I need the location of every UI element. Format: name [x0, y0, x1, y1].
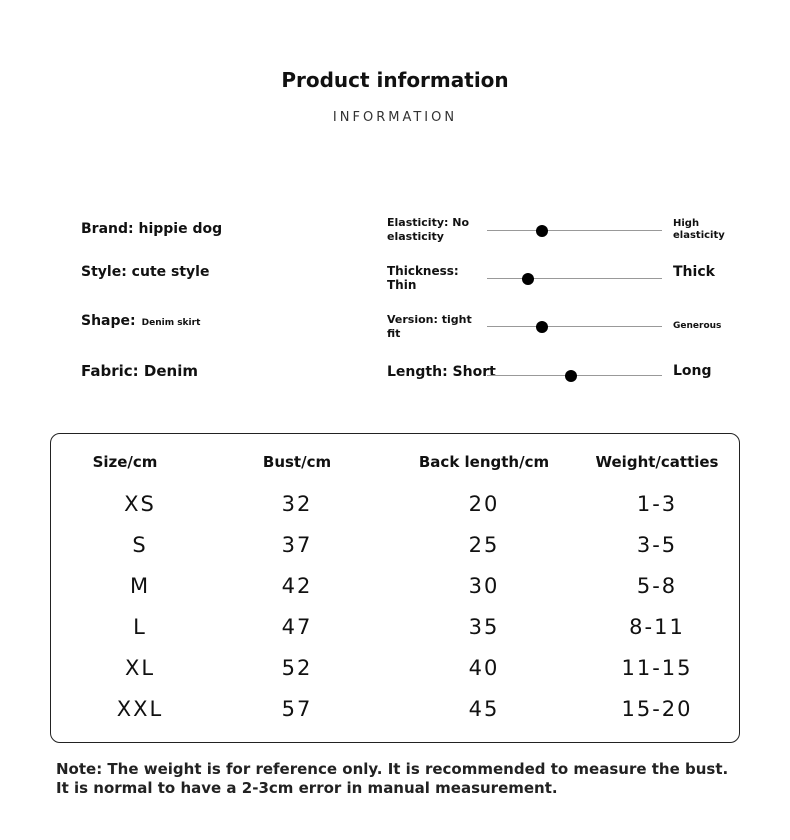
scale-right: High elasticity: [673, 218, 725, 241]
table-cell: 52: [281, 656, 313, 680]
table-cell: 8-11: [629, 615, 685, 639]
scale-left: Length: Short: [387, 364, 496, 380]
scale-track: [487, 278, 662, 279]
attribute: Brand: hippie dog: [81, 221, 222, 237]
table-cell: 25: [468, 533, 500, 557]
table-header: Weight/catties: [595, 453, 719, 471]
title: Product information: [281, 68, 509, 92]
scale-right: Long: [673, 363, 712, 379]
table-cell: M: [129, 574, 151, 598]
attribute: Shape: Denim skirt: [81, 313, 200, 329]
table-cell: 3-5: [636, 533, 678, 557]
scale-dot: [536, 225, 548, 237]
table-cell: 30: [468, 574, 500, 598]
table-cell: XL: [124, 656, 156, 680]
attr-label: Shape:: [81, 313, 136, 329]
table-cell: 15-20: [621, 697, 693, 721]
scale-left: Version: tight fit: [387, 313, 472, 340]
table-cell: 20: [468, 492, 500, 516]
table-cell: 57: [281, 697, 313, 721]
scale-right: Generous: [673, 321, 722, 331]
table-cell: 35: [468, 615, 500, 639]
table-cell: S: [132, 533, 148, 557]
scale-left: Elasticity: No elasticity: [387, 216, 469, 243]
note: Note: The weight is for reference only. …: [56, 760, 729, 797]
table-header: Bust/cm: [262, 453, 332, 471]
scale-track: [487, 326, 662, 327]
attr-label: Fabric:: [81, 362, 139, 380]
attr-value: Denim: [143, 362, 198, 380]
table-cell: XXL: [116, 697, 164, 721]
table-cell: 1-3: [636, 492, 678, 516]
table-cell: 40: [468, 656, 500, 680]
table-cell: 32: [281, 492, 313, 516]
attr-label: Style:: [81, 264, 127, 280]
table-header: Size/cm: [92, 453, 158, 471]
table-cell: 11-15: [621, 656, 693, 680]
table-cell: 47: [281, 615, 313, 639]
attribute: Style: cute style: [81, 264, 209, 280]
table-cell: 45: [468, 697, 500, 721]
attr-value: Denim skirt: [141, 318, 201, 328]
attr-label: Brand:: [81, 221, 134, 237]
subtitle: INFORMATION: [332, 110, 458, 125]
scale-dot: [522, 273, 534, 285]
scale-right: Thick: [673, 264, 715, 280]
table-header: Back length/cm: [418, 453, 550, 471]
table-cell: 37: [281, 533, 313, 557]
attribute: Fabric: Denim: [81, 362, 198, 380]
scale-dot: [536, 321, 548, 333]
size-table: [50, 433, 740, 743]
scale-dot: [565, 370, 577, 382]
table-cell: XS: [124, 492, 156, 516]
attr-value: cute style: [131, 264, 210, 280]
attr-value: hippie dog: [138, 221, 223, 237]
table-cell: 5-8: [636, 574, 678, 598]
scale-left: Thickness: Thin: [387, 264, 459, 292]
table-cell: 42: [281, 574, 313, 598]
table-cell: L: [133, 615, 147, 639]
scale-track: [487, 230, 662, 231]
